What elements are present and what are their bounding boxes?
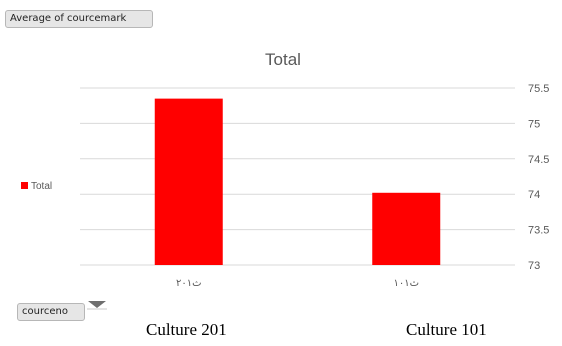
y-tick-label: 75 xyxy=(528,118,540,130)
value-field-button[interactable]: Average of courcemark xyxy=(5,10,153,28)
bar xyxy=(372,192,441,265)
y-tick-label: 73.5 xyxy=(528,225,549,237)
x-tick-label: ث۱۰۱ xyxy=(393,278,419,289)
axis-field-button[interactable]: courceno xyxy=(17,303,85,321)
legend-label-total: Total xyxy=(31,181,52,192)
y-tick-label: 74.5 xyxy=(528,154,549,166)
y-tick-label: 73 xyxy=(528,260,540,272)
y-axis: 73 73.5 74 74.5 75 75.5 xyxy=(528,83,549,272)
legend-swatch-total xyxy=(21,182,28,189)
chart-title: Total xyxy=(265,50,301,69)
y-tick-label: 75.5 xyxy=(528,83,549,95)
caption-culture-201: Culture 201 xyxy=(146,320,227,339)
bars xyxy=(154,98,441,266)
chart: Total 73 73.5 74 74.5 75 75.5 ث۲۰۱ ث۱۰۱ Total xyxy=(21,50,549,289)
x-axis: ث۲۰۱ ث۱۰۱ xyxy=(176,278,419,289)
filter-dropdown-icon[interactable] xyxy=(86,300,108,314)
legend: Total xyxy=(21,181,52,192)
caption-culture-101: Culture 101 xyxy=(406,320,487,339)
x-tick-label: ث۲۰۱ xyxy=(176,278,202,289)
bar xyxy=(154,98,223,266)
gridlines xyxy=(80,87,515,266)
y-tick-label: 74 xyxy=(528,189,540,201)
